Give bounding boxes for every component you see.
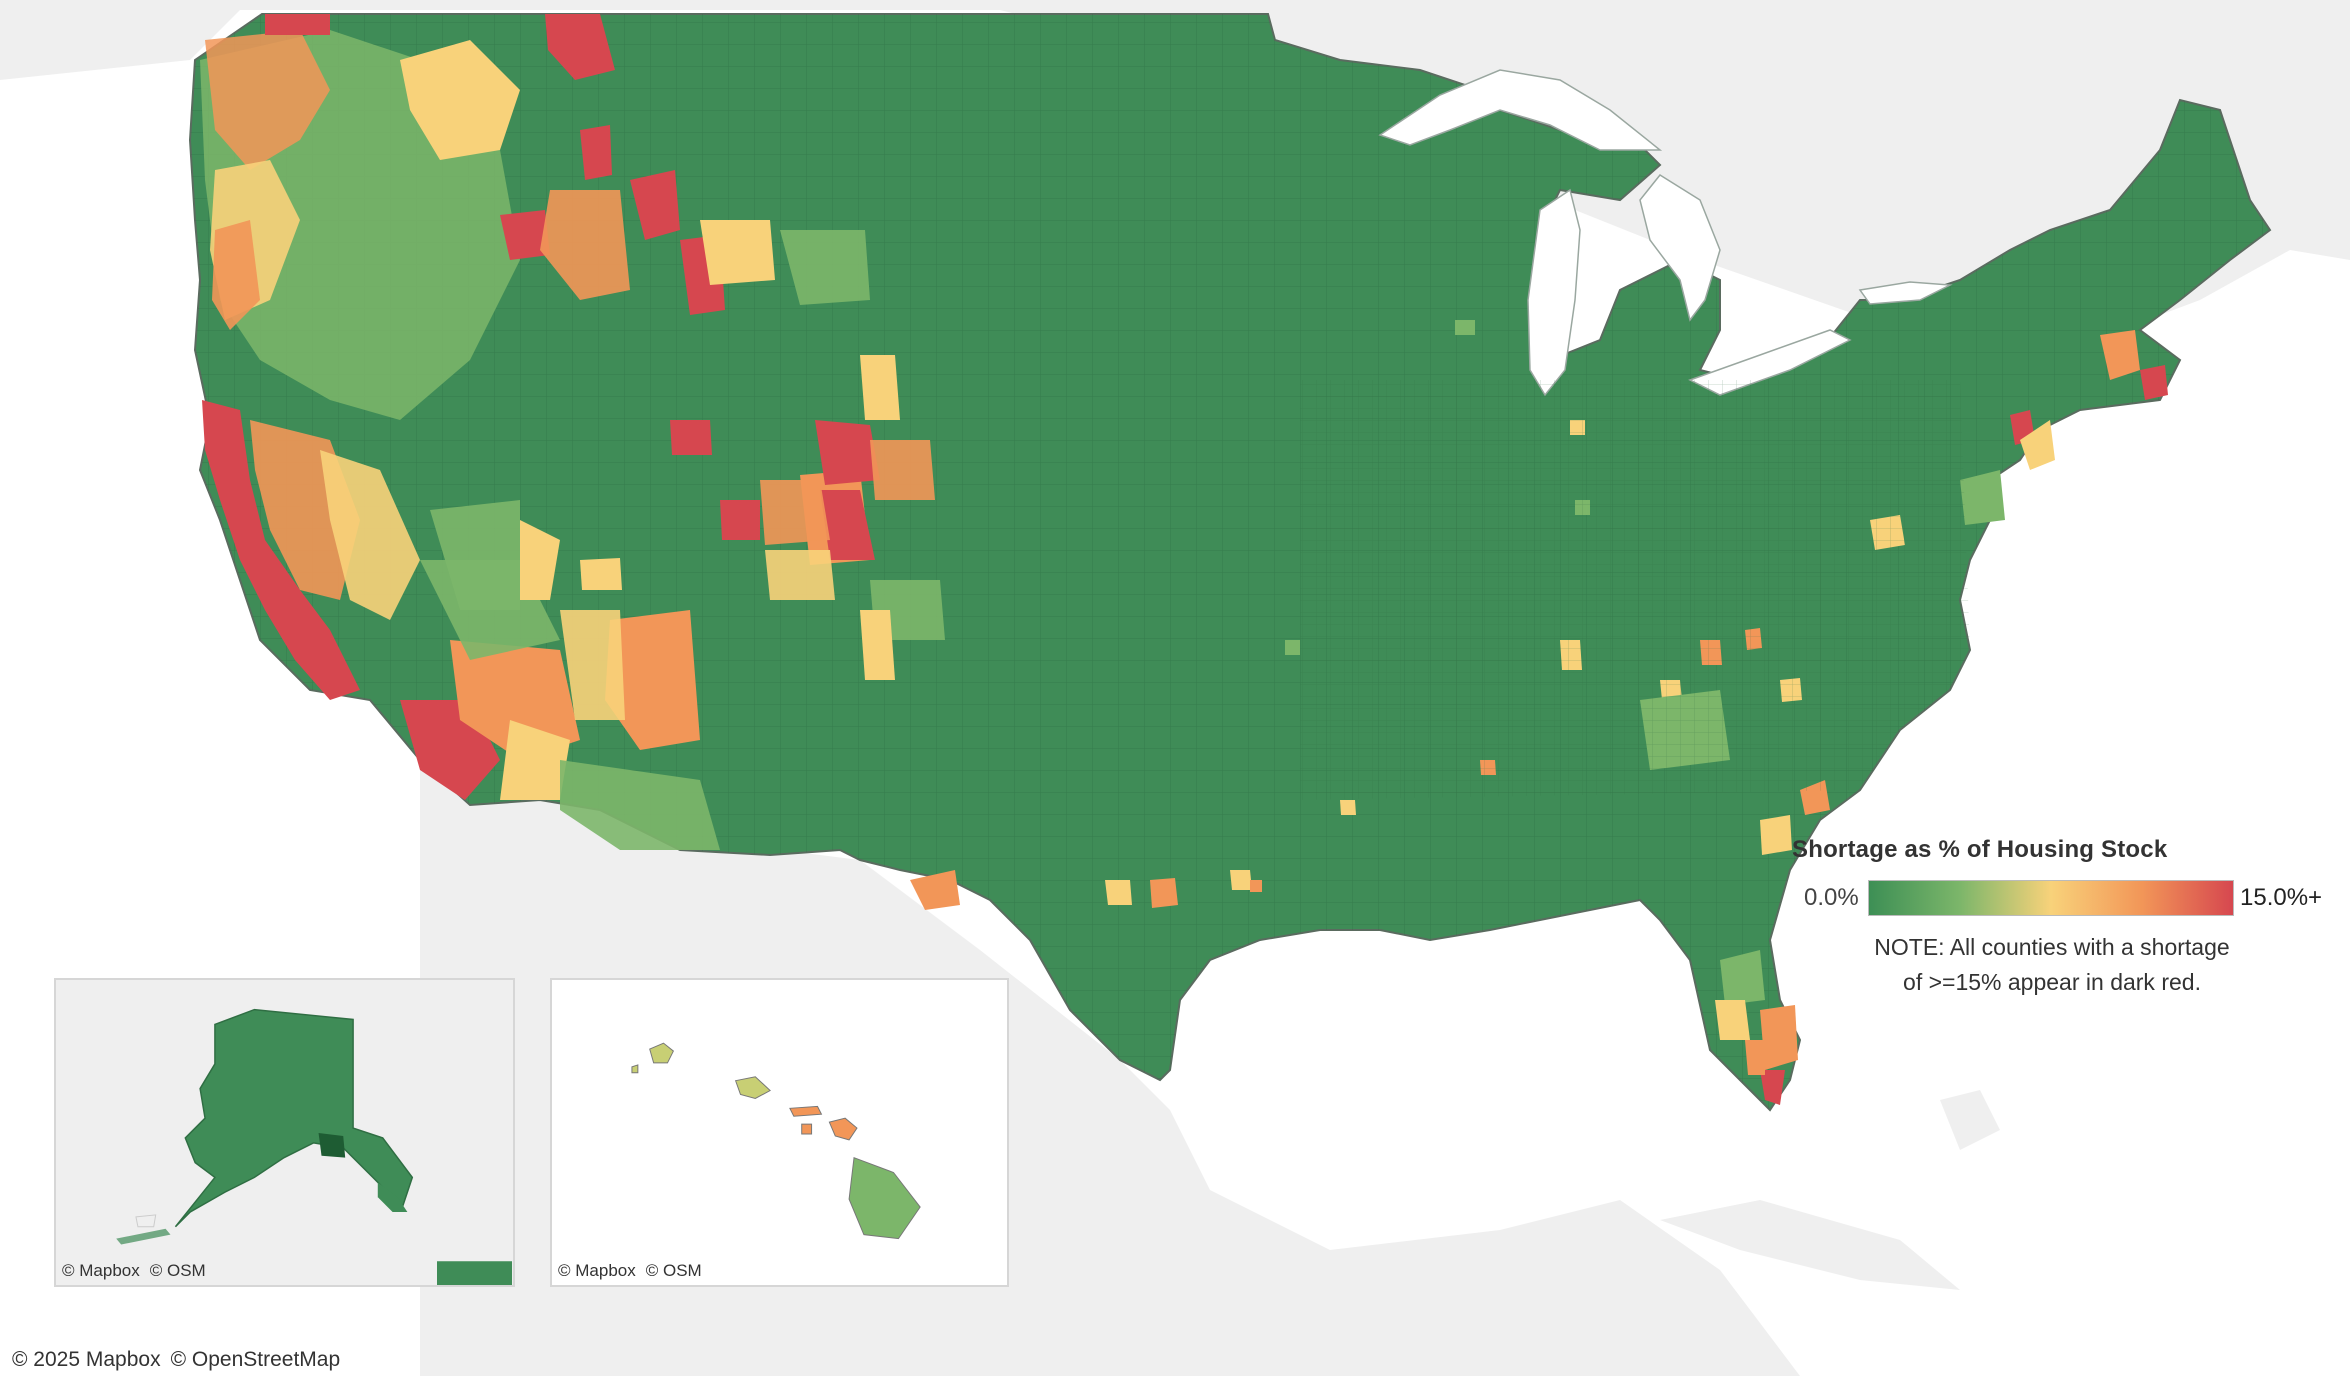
legend-note-line1: NOTE: All counties with a shortage <box>1874 934 2230 960</box>
legend-gradient-bar <box>1868 880 2234 916</box>
attr-osm-link[interactable]: © OpenStreetMap <box>170 1348 341 1371</box>
kauai-island[interactable] <box>649 1042 675 1064</box>
legend-scale-row: 0.0% 15.0%+ <box>1792 880 2332 920</box>
legend-note: NOTE: All counties with a shortage of >=… <box>1792 930 2312 1000</box>
canada-land <box>0 0 2350 330</box>
hawaii-attribution: © Mapbox © OSM <box>558 1261 712 1281</box>
alaska-attr-osm[interactable]: © OSM <box>149 1261 206 1280</box>
alaska-attribution: © Mapbox © OSM <box>62 1261 216 1281</box>
legend-note-line2: of >=15% appear in dark red. <box>1903 969 2201 995</box>
lake-michigan <box>1527 188 1581 397</box>
color-legend: Shortage as % of Housing Stock 0.0% 15.0… <box>1792 836 2332 1000</box>
eastern-county-grid <box>1300 380 1970 800</box>
lake-ontario <box>1858 281 1953 305</box>
niihau-island <box>631 1064 639 1074</box>
alaska-shape[interactable] <box>174 1008 414 1228</box>
lake-superior <box>1378 69 1663 151</box>
legend-max-label: 15.0%+ <box>2240 884 2323 911</box>
maui-island[interactable] <box>828 1117 858 1141</box>
lake-huron <box>1639 174 1721 322</box>
molokai-island <box>789 1105 823 1117</box>
map-attribution: © 2025 Mapbox © OpenStreetMap <box>12 1348 350 1372</box>
hawaii-attr-osm[interactable]: © OSM <box>645 1261 702 1280</box>
alaska-attr-mapbox[interactable]: © Mapbox <box>62 1261 140 1280</box>
lanai-island <box>801 1123 813 1135</box>
shortage-regions <box>200 14 960 910</box>
oahu-island[interactable] <box>734 1076 771 1099</box>
hawaii-inset[interactable]: © Mapbox © OSM <box>550 978 1009 1287</box>
hawaii-island[interactable] <box>848 1156 921 1240</box>
legend-title: Shortage as % of Housing Stock <box>1792 836 2168 863</box>
legend-min-label: 0.0% <box>1804 884 1859 911</box>
hawaii-attr-mapbox[interactable]: © Mapbox <box>558 1261 636 1280</box>
alaska-inset[interactable]: © Mapbox © OSM <box>54 978 515 1287</box>
cuba-land <box>1660 1200 1960 1290</box>
bahamas-land <box>1940 1090 2000 1150</box>
attr-mapbox-link[interactable]: © 2025 Mapbox <box>12 1348 161 1371</box>
